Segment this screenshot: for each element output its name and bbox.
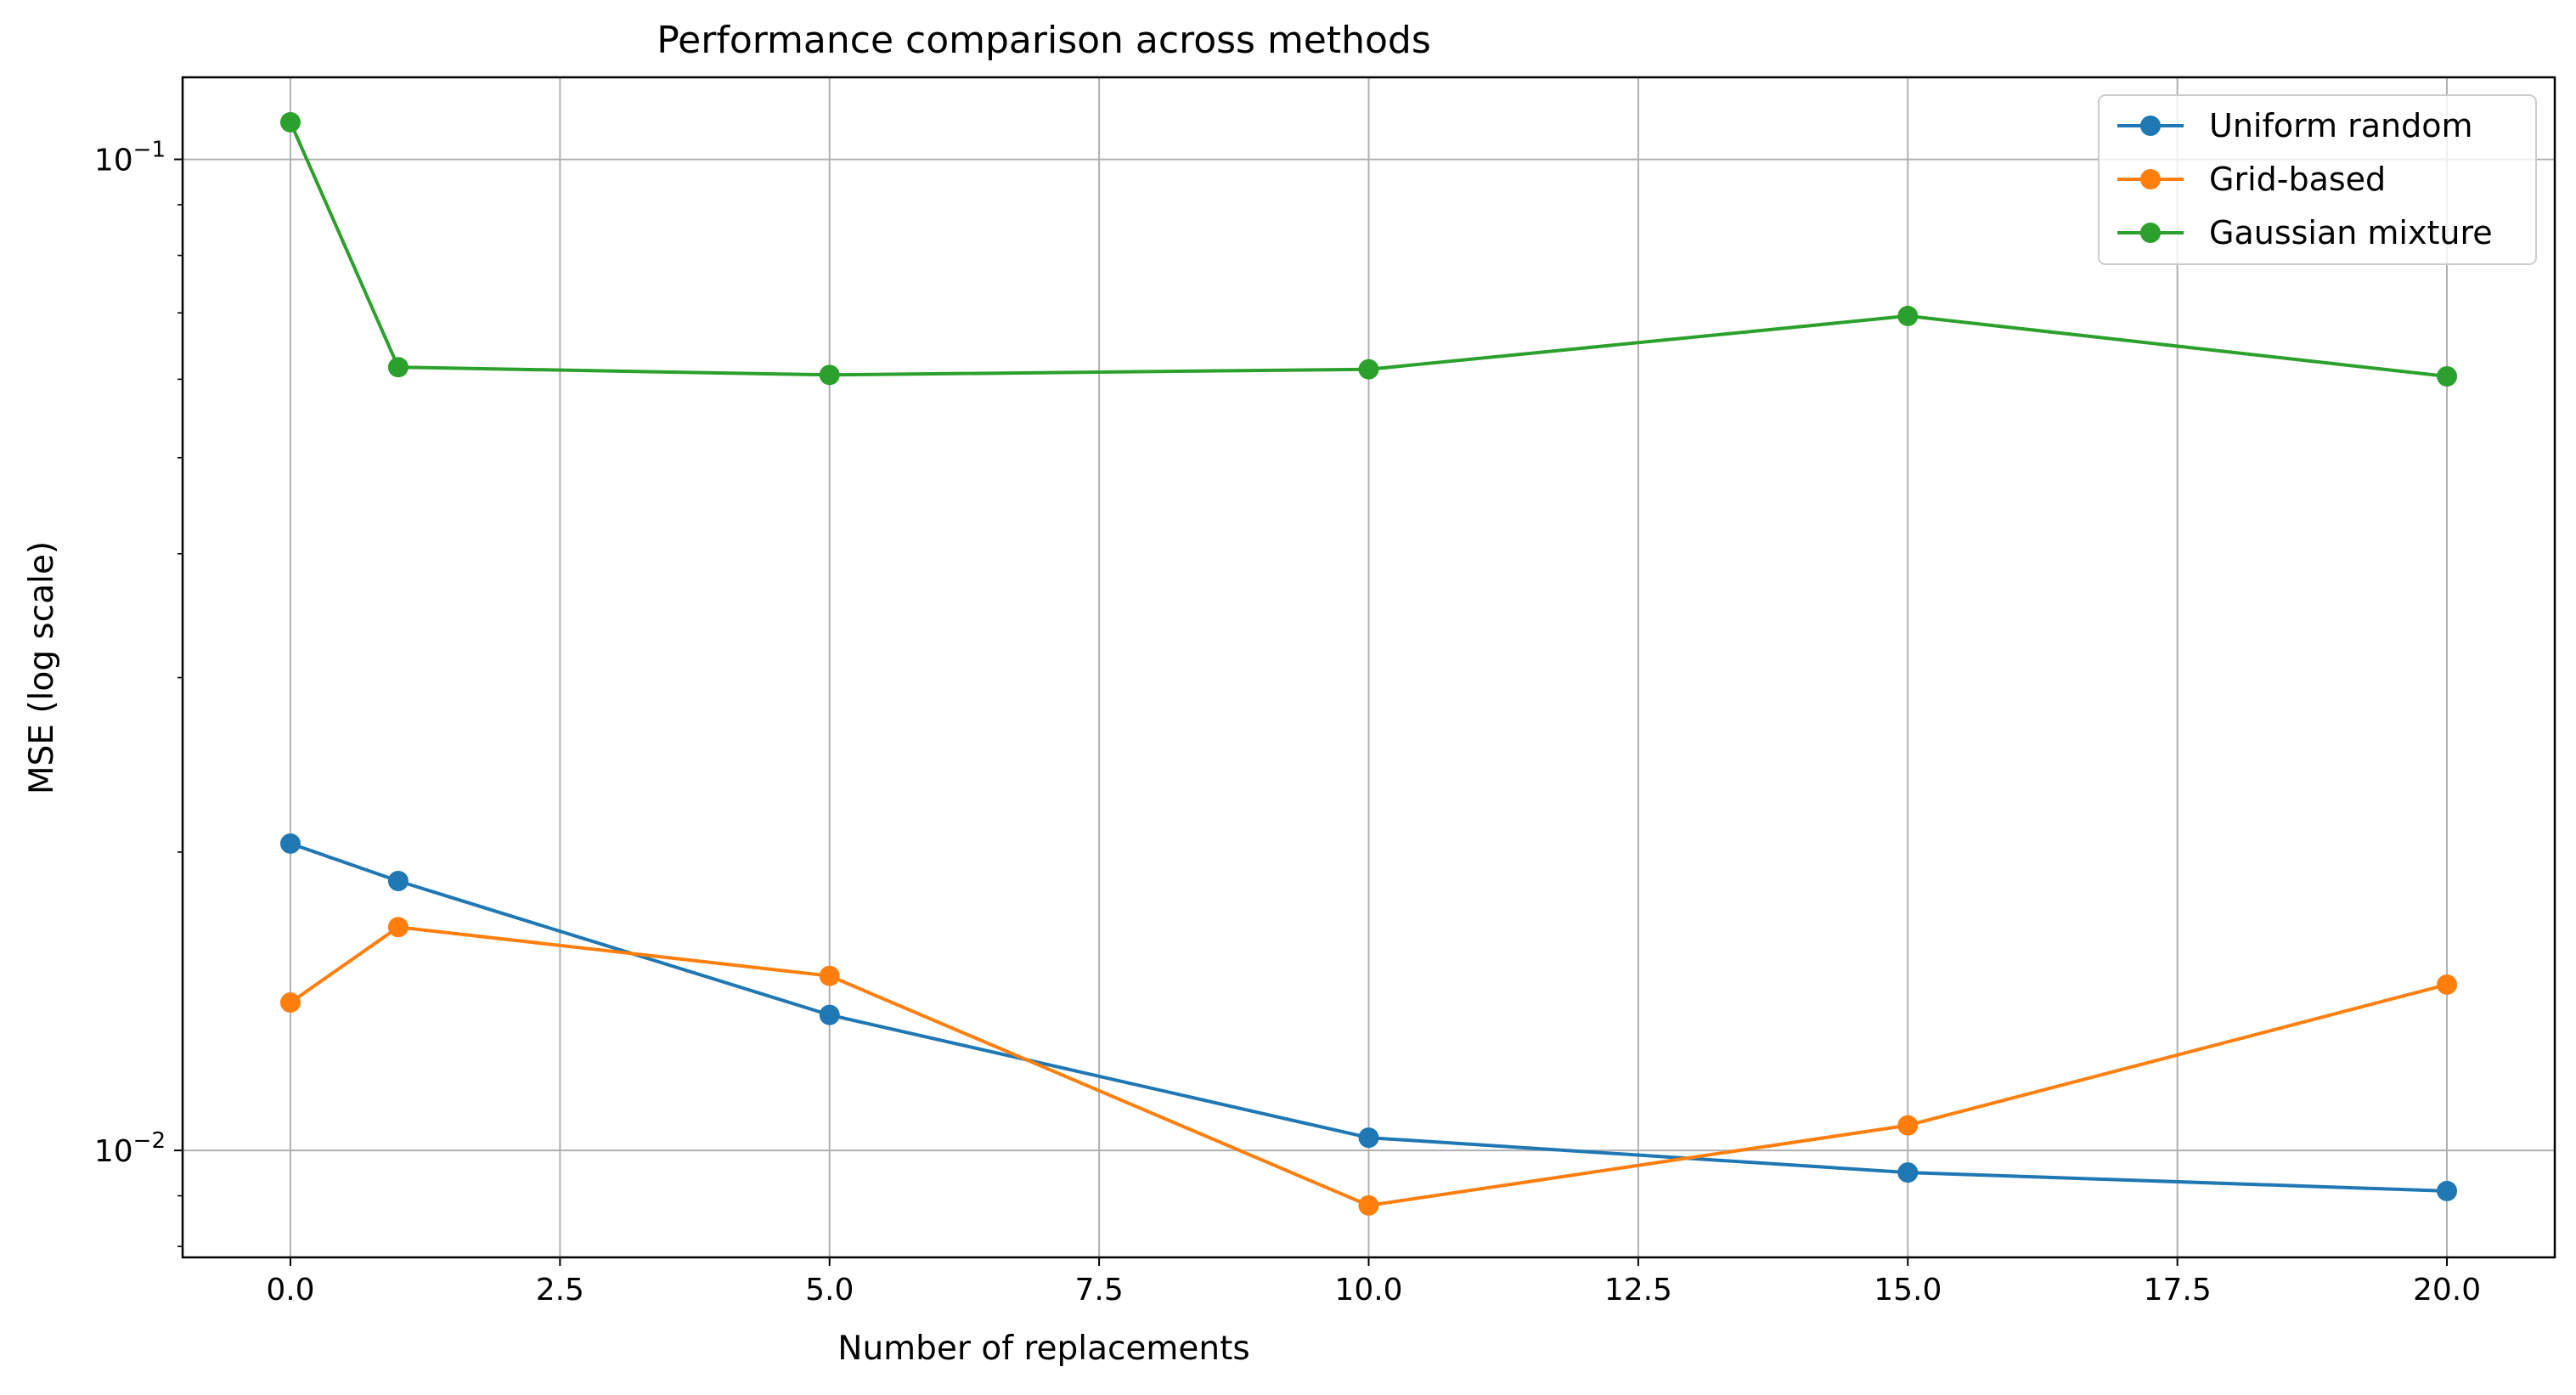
data-point [819, 1004, 840, 1025]
data-point [1897, 1115, 1919, 1136]
x-tick-label: 20.0 [2413, 1273, 2481, 1307]
x-tick-label: 0.0 [266, 1273, 314, 1307]
data-point [1358, 359, 1379, 380]
data-point [1358, 1195, 1379, 1216]
series-1 [279, 917, 2458, 1216]
series-line [289, 925, 2448, 1207]
data-point [387, 917, 409, 938]
x-tick-label: 10.0 [1334, 1273, 1402, 1307]
series-2 [279, 111, 2458, 387]
legend-label: Grid-based [2209, 161, 2386, 198]
legend-label: Uniform random [2209, 107, 2473, 144]
data-point [279, 992, 301, 1014]
x-tick-label: 2.5 [536, 1273, 584, 1307]
legend-marker [2140, 169, 2161, 189]
y-tick-label: 10−1 [94, 138, 166, 178]
data-point [387, 357, 409, 378]
y-tick-label-base: 10 [94, 144, 133, 178]
data-point [279, 833, 301, 854]
legend-box [2098, 94, 2537, 265]
data-point [279, 111, 301, 133]
legend: Uniform random Grid-based Gaussian mixture [2098, 94, 2537, 265]
data-point [1358, 1127, 1379, 1149]
axis-ticks: 0.0 2.5 5.0 7.5 10.0 12.5 15.0 17.5 20.010−210−1 [94, 138, 2481, 1307]
y-tick-label: 10−2 [94, 1128, 166, 1169]
x-tick-label: 7.5 [1074, 1273, 1123, 1307]
legend-marker [2140, 223, 2161, 243]
plot-frame [181, 76, 2556, 1259]
data-point [387, 871, 409, 892]
data-point [819, 965, 840, 986]
y-tick-label-base: 10 [94, 1134, 133, 1169]
data-point [1897, 305, 1919, 326]
y-axis-label: MSE (log scale) [23, 541, 61, 794]
y-tick-label-exponent: −1 [133, 138, 166, 163]
y-tick-label-exponent: −2 [133, 1128, 166, 1154]
data-point [2437, 1180, 2458, 1201]
series-0 [279, 833, 2458, 1201]
data-point [819, 364, 840, 386]
data-point [2437, 366, 2458, 387]
series-layer [279, 111, 2458, 1216]
x-tick-label: 15.0 [1874, 1273, 1942, 1307]
x-tick-label: 5.0 [805, 1273, 854, 1307]
series-line [290, 842, 2448, 1193]
chart-title: Performance comparison across methods [657, 19, 1431, 62]
x-axis-label: Number of replacements [837, 1330, 1249, 1368]
legend-label: Gaussian mixture [2209, 214, 2493, 251]
series-line [289, 121, 2448, 378]
x-tick-label: 12.5 [1604, 1273, 1672, 1307]
data-point [2437, 974, 2458, 995]
x-tick-label: 17.5 [2144, 1273, 2212, 1307]
legend-marker [2140, 116, 2161, 136]
data-point [1897, 1162, 1919, 1183]
